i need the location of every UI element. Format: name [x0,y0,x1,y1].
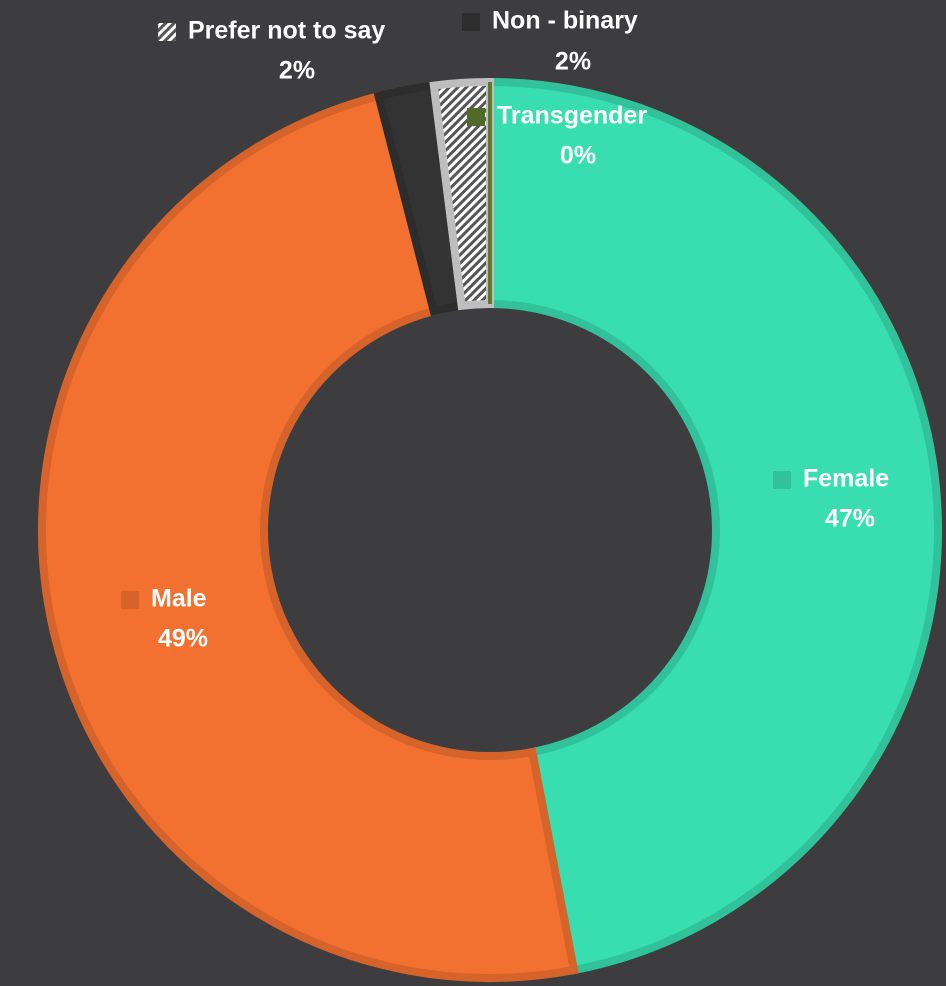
value-label: 47% [825,505,875,533]
donut-slice [38,91,579,982]
donut-slice [486,77,942,975]
value-label: 2% [555,48,591,76]
legend-swatch [773,471,791,489]
legend-swatch [462,13,480,31]
legend-swatch [158,23,176,41]
slice-label: Female [803,465,889,493]
slice-label: Non - binary [492,7,638,35]
value-label: 0% [560,142,596,170]
value-label: 49% [158,625,208,653]
legend-swatch [121,591,139,609]
slice-label: Transgender [497,102,647,130]
legend-swatch [467,108,485,126]
value-label: 2% [279,57,315,85]
slice-label: Prefer not to say [188,17,385,45]
slice-label: Male [151,585,207,613]
